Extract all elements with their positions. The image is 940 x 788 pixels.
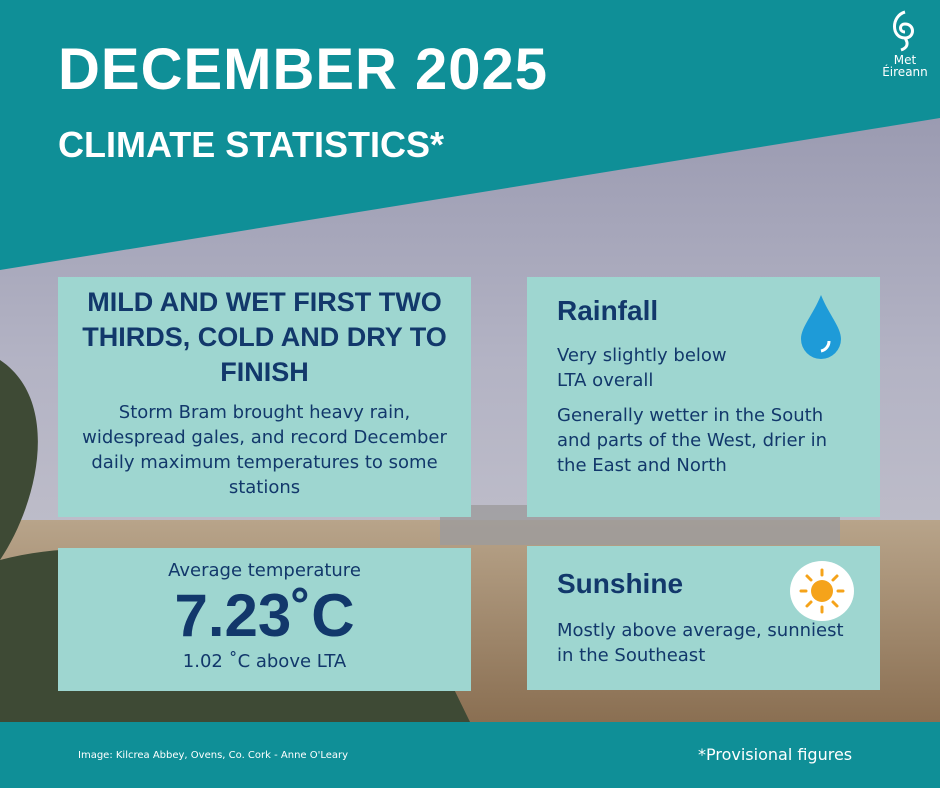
card-text: 1.02 ˚C above LTA: [182, 651, 347, 672]
title: DECEMBER 2025: [58, 37, 549, 102]
card-title: Rainfall: [557, 295, 659, 326]
card-text: Mostly above average, sunniest in the So…: [557, 620, 844, 666]
rain-icon: [801, 295, 841, 359]
logo-text: Éireann: [882, 65, 928, 79]
logo-text: Met: [893, 53, 917, 67]
card-text: Storm Bram brought heavy rain, widesprea…: [82, 402, 447, 498]
card-text: Generally wetter in the South and parts …: [557, 405, 828, 476]
temperature-value: 7.23˚C: [174, 582, 355, 649]
summary-card: MILD AND WET FIRST TWO THIRDS, COLD AND …: [58, 277, 471, 517]
logo: Met Éireann: [876, 8, 934, 78]
subtitle: CLIMATE STATISTICS*: [58, 124, 444, 165]
logo-swirl: [893, 10, 914, 52]
card-title: MILD AND WET FIRST TWO THIRDS, COLD AND …: [82, 287, 447, 387]
temperature-card: Average temperature 7.23˚C 1.02 ˚C above…: [58, 548, 471, 691]
card-text: Very slightly below LTA overall: [557, 345, 727, 391]
sunshine-card: Sunshine Mostly above average, sunniest …: [527, 546, 880, 690]
card-title: Sunshine: [557, 568, 684, 599]
image-credit: Image: Kilcrea Abbey, Ovens, Co. Cork - …: [78, 750, 349, 761]
rainfall-card: Rainfall Very slightly below LTA overall…: [527, 277, 880, 517]
sun-icon: [790, 561, 854, 621]
card-label: Average temperature: [168, 560, 361, 581]
footnote: *Provisional figures: [698, 745, 853, 764]
